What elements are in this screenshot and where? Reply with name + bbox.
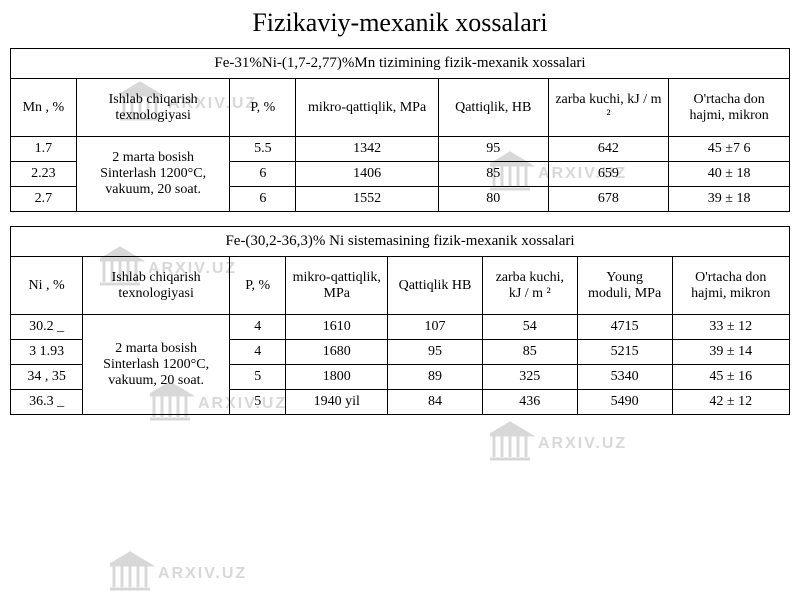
cell: 80 <box>438 187 548 212</box>
cell: 1940 yil <box>286 390 388 415</box>
watermark: ARXIV.UZ <box>110 548 270 598</box>
cell: 36.3 _ <box>11 390 83 415</box>
cell: 6 <box>230 187 296 212</box>
cell: 45 ± 16 <box>672 365 789 390</box>
table1-header: Mn , % <box>11 79 77 137</box>
cell: 107 <box>388 315 483 340</box>
table2-header: P, % <box>230 257 286 315</box>
cell: 325 <box>482 365 577 390</box>
table1-header: zarba kuchi, kJ / m ² <box>548 79 669 137</box>
cell: 4 <box>230 315 286 340</box>
cell: 5215 <box>577 340 672 365</box>
cell: 3 1.93 <box>11 340 83 365</box>
cell-technology: 2 marta bosish Sinterlash 1200°C, vakuum… <box>83 315 230 415</box>
cell: 5.5 <box>230 137 296 162</box>
cell: 95 <box>388 340 483 365</box>
watermark-text: ARXIV.UZ <box>538 435 627 452</box>
table-ni-properties: Fe-(30,2-36,3)% Ni sistemasining fizik-m… <box>10 226 790 415</box>
cell: 1552 <box>296 187 439 212</box>
cell: 84 <box>388 390 483 415</box>
table2-header: Ishlab chiqarish texnologiyasi <box>83 257 230 315</box>
cell: 42 ± 12 <box>672 390 789 415</box>
cell: 39 ± 18 <box>669 187 790 212</box>
cell: 34 , 35 <box>11 365 83 390</box>
table1-header: Ishlab chiqarish texnologiyasi <box>76 79 230 137</box>
cell: 40 ± 18 <box>669 162 790 187</box>
table1-header: Qattiqlik, HB <box>438 79 548 137</box>
cell: 45 ±7 6 <box>669 137 790 162</box>
cell: 1610 <box>286 315 388 340</box>
table1-header: O'rtacha don hajmi, mikron <box>669 79 790 137</box>
cell: 5 <box>230 365 286 390</box>
table2-header: Qattiqlik HB <box>388 257 483 315</box>
table2-caption: Fe-(30,2-36,3)% Ni sistemasining fizik-m… <box>11 227 790 257</box>
cell: 4 <box>230 340 286 365</box>
cell: 89 <box>388 365 483 390</box>
cell: 1406 <box>296 162 439 187</box>
cell: 659 <box>548 162 669 187</box>
cell: 85 <box>482 340 577 365</box>
table2-header: Young moduli, MPa <box>577 257 672 315</box>
cell: 39 ± 14 <box>672 340 789 365</box>
cell: 1680 <box>286 340 388 365</box>
cell-technology: 2 marta bosish Sinterlash 1200°C, vakuum… <box>76 137 230 212</box>
table2-header: zarba kuchi, kJ / m ² <box>482 257 577 315</box>
cell: 2.7 <box>11 187 77 212</box>
page-title: Fizikaviy-mexanik xossalari <box>0 8 800 38</box>
cell: 1.7 <box>11 137 77 162</box>
cell: 642 <box>548 137 669 162</box>
table2-header: O'rtacha don hajmi, mikron <box>672 257 789 315</box>
table1-header: mikro-qattiqlik, MPa <box>296 79 439 137</box>
table1-header: P, % <box>230 79 296 137</box>
cell: 95 <box>438 137 548 162</box>
cell: 5490 <box>577 390 672 415</box>
cell: 1342 <box>296 137 439 162</box>
cell: 4715 <box>577 315 672 340</box>
table1-caption: Fе-31%Ni-(1,7-2,77)%Mn tizimining fizik-… <box>11 49 790 79</box>
watermark-text: ARXIV.UZ <box>158 565 247 582</box>
cell: 30.2 _ <box>11 315 83 340</box>
cell: 678 <box>548 187 669 212</box>
cell: 5340 <box>577 365 672 390</box>
table2-header: Ni , % <box>11 257 83 315</box>
cell: 54 <box>482 315 577 340</box>
cell: 1800 <box>286 365 388 390</box>
table2-header: mikro-qattiqlik, MPa <box>286 257 388 315</box>
table-row: 30.2 _ 2 marta bosish Sinterlash 1200°C,… <box>11 315 790 340</box>
cell: 33 ± 12 <box>672 315 789 340</box>
table-row: 1.7 2 marta bosish Sinterlash 1200°C, va… <box>11 137 790 162</box>
cell: 5 <box>230 390 286 415</box>
cell: 436 <box>482 390 577 415</box>
cell: 85 <box>438 162 548 187</box>
cell: 6 <box>230 162 296 187</box>
table-mn-properties: Fе-31%Ni-(1,7-2,77)%Mn tizimining fizik-… <box>10 48 790 212</box>
watermark: ARXIV.UZ <box>490 418 650 468</box>
cell: 2.23 <box>11 162 77 187</box>
